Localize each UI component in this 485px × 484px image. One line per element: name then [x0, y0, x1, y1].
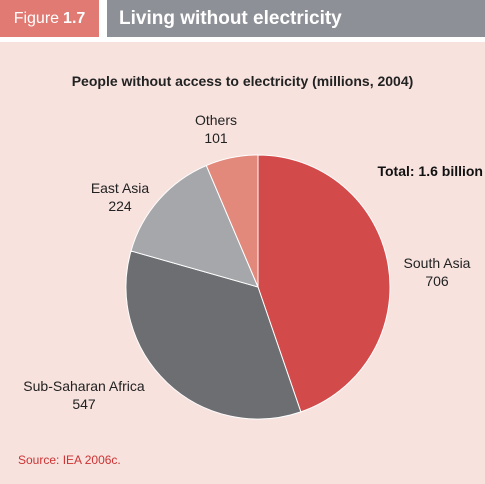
slice-label-others: Others 101	[188, 111, 244, 147]
source-ref: IEA 2006c.	[62, 453, 121, 467]
chart-title: People without access to electricity (mi…	[71, 73, 414, 89]
chart-total: Total: 1.6 billion	[377, 163, 483, 179]
source-prefix: Source:	[18, 453, 63, 467]
slice-name-sub-saharan-africa: Sub-Saharan Africa	[23, 378, 145, 394]
pie-slice-sub-saharan-africa	[125, 250, 302, 420]
figure-tag-label: Figure	[13, 9, 60, 27]
figure-title: Living without electricity	[107, 0, 485, 37]
source-note: Source: IEA 2006c.	[18, 453, 121, 467]
slice-label-east-asia: East Asia 224	[70, 179, 170, 215]
slice-value-east-asia: 224	[108, 198, 132, 214]
figure-header: Figure 1.7 Living without electricity	[0, 0, 485, 37]
slice-name-others: Others	[194, 112, 237, 128]
slice-value-sub-saharan-africa: 547	[72, 396, 96, 412]
figure-tag: Figure 1.7	[0, 0, 99, 37]
figure-number: 1.7	[63, 9, 86, 27]
slice-value-south-asia: 706	[425, 273, 449, 289]
pie-slice-others	[205, 154, 259, 288]
pie-slice-east-asia	[130, 164, 259, 288]
slice-label-south-asia: South Asia 706	[392, 254, 482, 290]
slice-label-sub-saharan-africa: Sub-Saharan Africa 547	[10, 377, 158, 413]
slice-name-south-asia: South Asia	[403, 255, 471, 271]
pie-slice-south-asia	[257, 154, 391, 413]
slice-value-others: 101	[204, 130, 228, 146]
slice-name-east-asia: East Asia	[90, 180, 150, 196]
